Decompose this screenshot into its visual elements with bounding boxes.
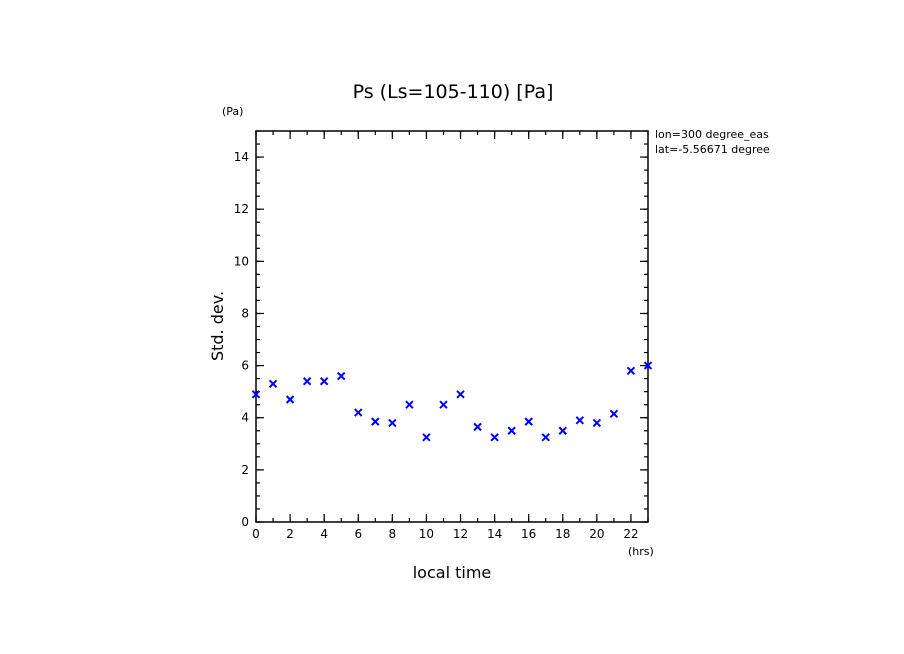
data-point: [524, 417, 533, 426]
data-point-stroke: [285, 395, 295, 404]
data-point-stroke: [643, 361, 653, 370]
axis-ticks: 0 2 4 6 8 10 12 14 16 18 20 22 0 2 4 6 8 10 12 14: [234, 130, 649, 541]
y-axis-unit: (Pa): [222, 105, 243, 118]
data-point-stroke: [439, 400, 448, 409]
data-point: [643, 361, 653, 370]
x-tick-label: 8: [389, 527, 397, 541]
data-point: [507, 426, 516, 435]
data-point: [473, 422, 482, 432]
y-tick-label: 12: [234, 202, 249, 216]
x-axis-label: local time: [413, 563, 492, 582]
y-axis-label: Std. dev.: [208, 291, 227, 361]
data-points: [251, 361, 653, 442]
x-tick-label: 22: [623, 527, 638, 541]
x-tick-label: 4: [320, 527, 328, 541]
data-point-stroke: [592, 418, 602, 428]
data-point: [558, 426, 567, 435]
data-point: [422, 433, 431, 442]
data-point-stroke: [490, 433, 499, 442]
y-tick-label: 4: [241, 411, 249, 425]
y-tick-label: 10: [234, 254, 249, 268]
data-point-stroke: [558, 426, 567, 435]
data-point-stroke: [541, 433, 550, 442]
data-point: [439, 400, 448, 409]
y-tick-label: 6: [241, 359, 249, 373]
data-point: [405, 400, 414, 409]
data-point: [354, 408, 363, 417]
data-point: [319, 377, 329, 386]
data-point: [337, 371, 346, 381]
x-tick-label: 0: [252, 527, 260, 541]
y-tick-label: 2: [241, 463, 249, 477]
data-point-stroke: [626, 366, 636, 376]
x-tick-label: 6: [354, 527, 362, 541]
data-point-stroke: [337, 371, 346, 381]
y-tick-label: 8: [241, 306, 249, 320]
data-point: [251, 390, 261, 399]
y-tick-label: 14: [234, 150, 249, 164]
data-point: [285, 395, 295, 404]
data-point-stroke: [473, 422, 482, 432]
data-point: [268, 379, 278, 389]
x-tick-label: 2: [286, 527, 294, 541]
data-point-stroke: [609, 409, 619, 419]
data-point-stroke: [319, 377, 329, 386]
annotation-lat: lat=-5.56671 degree: [655, 143, 770, 156]
data-point: [626, 366, 636, 376]
data-point-stroke: [371, 417, 380, 426]
annotation-clip-cover: [780, 125, 904, 165]
data-point: [388, 418, 397, 428]
x-axis-unit: (hrs): [628, 545, 654, 558]
data-point-stroke: [268, 379, 278, 389]
data-point: [575, 416, 585, 425]
data-point: [371, 417, 380, 426]
x-tick-label: 16: [521, 527, 536, 541]
data-point: [490, 433, 499, 442]
x-tick-label: 10: [419, 527, 434, 541]
data-point: [302, 377, 312, 386]
chart-title: Ps (Ls=105-110) [Pa]: [353, 81, 554, 103]
y-tick-label: 0: [241, 515, 249, 529]
data-point: [541, 433, 550, 442]
data-point-stroke: [302, 377, 312, 386]
data-point-stroke: [251, 390, 261, 399]
x-tick-label: 12: [453, 527, 468, 541]
data-point: [592, 418, 602, 428]
data-point-stroke: [405, 400, 414, 409]
data-point-stroke: [456, 390, 465, 399]
data-point: [609, 409, 619, 419]
plot-frame: [255, 130, 649, 523]
annotation-lon: lon=300 degree_eas: [655, 128, 769, 141]
x-tick-label: 14: [487, 527, 502, 541]
x-tick-label: 20: [589, 527, 604, 541]
x-tick-label: 18: [555, 527, 570, 541]
data-point: [456, 390, 465, 399]
data-point-stroke: [524, 417, 533, 426]
data-point-stroke: [507, 426, 516, 435]
data-point-stroke: [422, 433, 431, 442]
data-point-stroke: [388, 418, 397, 428]
data-point-stroke: [575, 416, 585, 425]
data-point-stroke: [354, 408, 363, 417]
